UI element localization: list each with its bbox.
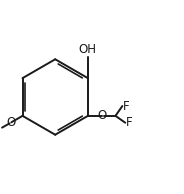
Text: F: F [126, 116, 133, 129]
Text: F: F [123, 100, 130, 113]
Text: O: O [7, 116, 16, 129]
Text: OH: OH [79, 43, 97, 56]
Text: O: O [97, 109, 106, 122]
